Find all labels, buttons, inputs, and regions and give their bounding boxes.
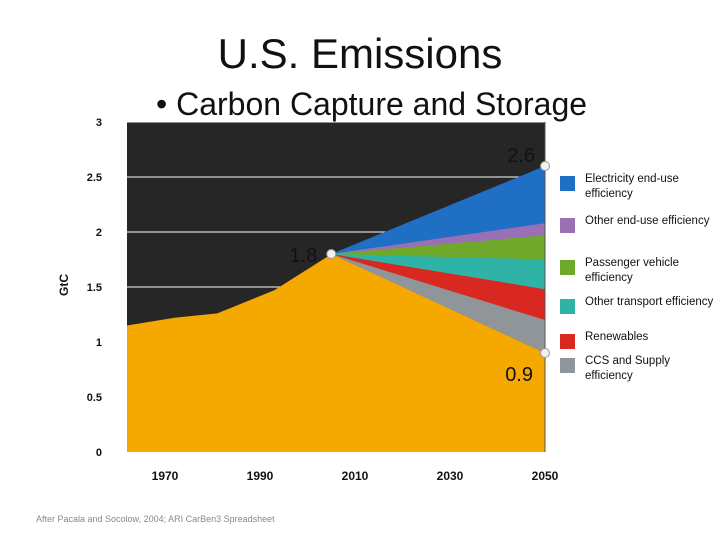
legend-swatch-3 bbox=[560, 260, 575, 275]
legend-label-5: Renewables bbox=[585, 331, 649, 343]
marker-2.6 bbox=[540, 161, 550, 171]
source-note: After Pacala and Socolow, 2004; ARI CarB… bbox=[36, 514, 275, 524]
legend-swatch-1 bbox=[560, 176, 575, 191]
annotation-0.9: 0.9 bbox=[505, 364, 533, 386]
legend-label-2: Other end-use efficiency bbox=[585, 215, 710, 227]
x-tick-label-1990: 1990 bbox=[247, 469, 274, 483]
y-axis-label: GtC bbox=[57, 274, 71, 296]
legend-swatch-2 bbox=[560, 218, 575, 233]
x-tick-label-2030: 2030 bbox=[437, 469, 464, 483]
marker-1.8 bbox=[326, 249, 337, 259]
bullet-symbol: • bbox=[156, 86, 168, 122]
legend-label-4: Other transport efficiency bbox=[585, 296, 714, 308]
annotation-1.8: 1.8 bbox=[289, 245, 317, 267]
x-tick-label-2050: 2050 bbox=[532, 469, 559, 483]
y-tick-label-1: 1 bbox=[96, 337, 102, 349]
legend-label-3: Passenger vehicle efficiency bbox=[585, 257, 679, 284]
annotation-2.6: 2.6 bbox=[507, 145, 535, 167]
legend-label-6: CCS and Supply efficiency bbox=[585, 355, 671, 382]
y-tick-label-2.5: 2.5 bbox=[87, 172, 102, 184]
marker-0.9 bbox=[540, 348, 550, 358]
legend-swatch-6 bbox=[560, 358, 575, 373]
legend-label-1: Electricity end-use efficiency bbox=[585, 173, 679, 200]
base-emissions-area bbox=[127, 254, 545, 452]
bullet-line: • Carbon Capture and Storage bbox=[156, 86, 587, 123]
y-tick-label-3: 3 bbox=[96, 117, 102, 129]
y-tick-label-2: 2 bbox=[96, 227, 102, 239]
legend-swatch-5 bbox=[560, 334, 575, 349]
bullet-text: Carbon Capture and Storage bbox=[176, 86, 588, 122]
legend-swatch-4 bbox=[560, 299, 575, 314]
x-tick-label-1970: 1970 bbox=[152, 469, 179, 483]
x-tick-label-2010: 2010 bbox=[342, 469, 369, 483]
y-tick-label-0.5: 0.5 bbox=[87, 392, 102, 404]
y-tick-label-1.5: 1.5 bbox=[87, 282, 102, 294]
y-tick-label-0: 0 bbox=[96, 447, 102, 459]
slide-title: U.S. Emissions bbox=[217, 30, 503, 77]
